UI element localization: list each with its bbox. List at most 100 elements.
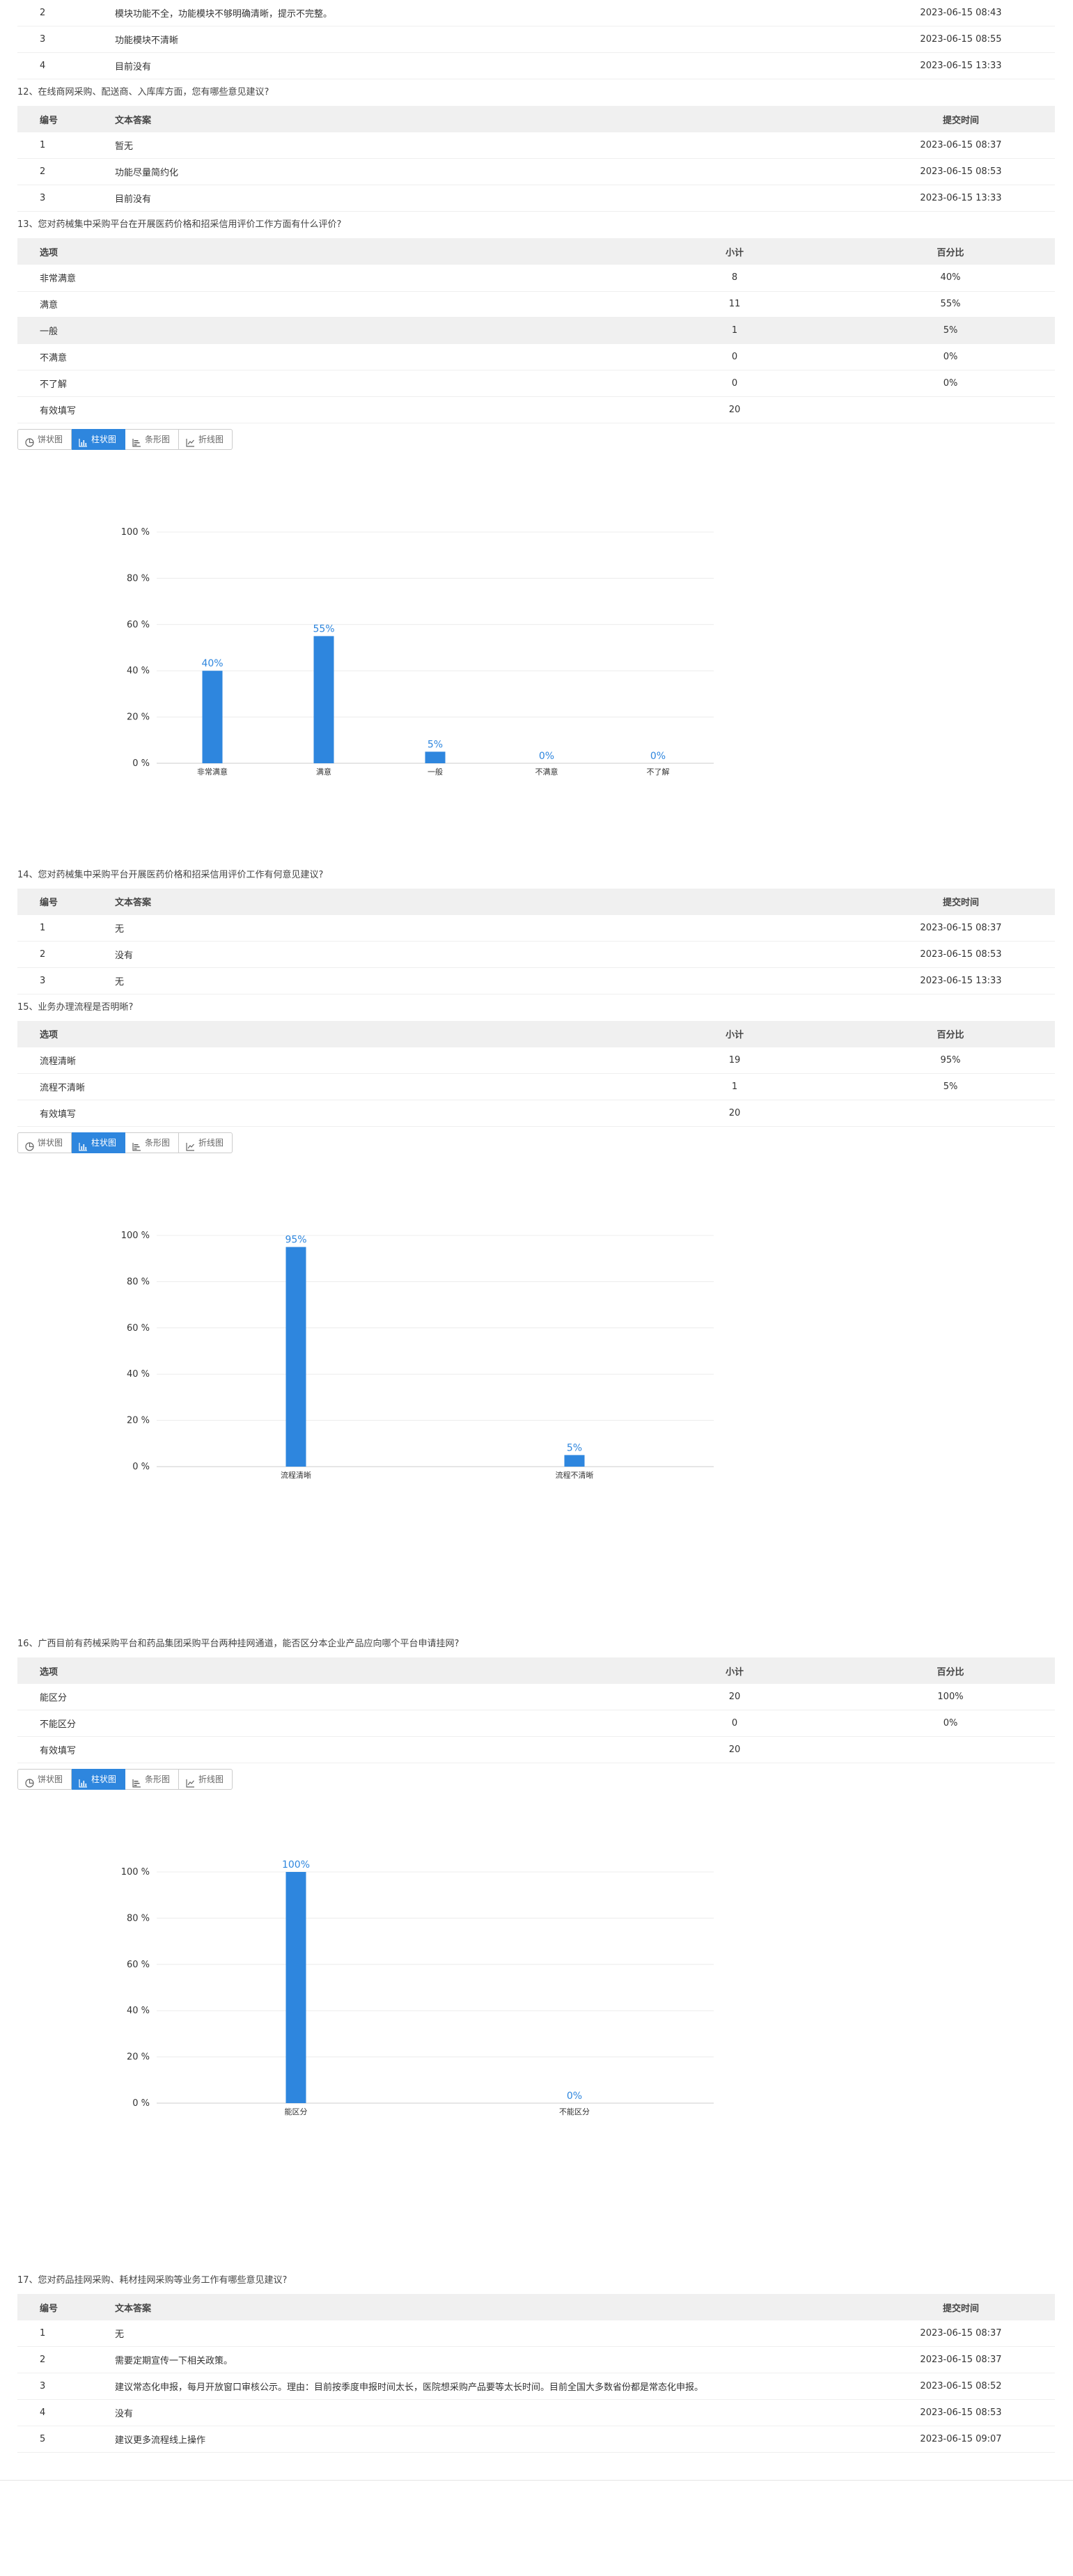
- table-row: 3 建议常态化申报，每月开放窗口审核公示。理由：目前按季度申报时间太长，医院想采…: [17, 2373, 1055, 2401]
- bar-value-label: 100%: [282, 1859, 310, 1871]
- tab-pie-chart[interactable]: 饼状图: [17, 1769, 72, 1790]
- header-count: 小计: [623, 1021, 846, 1047]
- y-tick-label: 20 %: [127, 2052, 150, 2063]
- header-time: 提交时间: [867, 2294, 1055, 2321]
- header-time: 提交时间: [867, 106, 1055, 133]
- line-chart-icon: [186, 1139, 195, 1151]
- table-header-row: 选项 小计 百分比: [17, 238, 1055, 265]
- bar-value-label: 55%: [313, 623, 334, 634]
- category-label: 一般: [428, 767, 443, 776]
- bar: [202, 671, 223, 763]
- y-tick-label: 0 %: [132, 758, 150, 769]
- row-text: 模块功能不全，功能模块不够明确清晰，提示不完整。: [115, 0, 867, 27]
- header-option: 选项: [17, 1021, 623, 1047]
- table-row: 4 目前没有 2023-06-15 13:33: [17, 52, 1055, 80]
- category-label: 满意: [316, 767, 331, 776]
- chart-type-tabs: 饼状图 柱状图 条形图 折线图: [17, 1132, 1055, 1154]
- tab-pie-chart[interactable]: 饼状图: [17, 1132, 72, 1154]
- bar-value-label: 0%: [539, 751, 554, 762]
- y-tick-label: 20 %: [127, 1416, 150, 1426]
- table-row: 3 目前没有 2023-06-15 13:33: [17, 185, 1055, 212]
- row-time: 2023-06-15 08:37: [867, 2346, 1055, 2374]
- table-row: 5 建议更多流程线上操作 2023-06-15 09:07: [17, 2426, 1055, 2453]
- tab-label: 条形图: [145, 434, 171, 444]
- line-chart-icon: [186, 435, 195, 448]
- row-index: 4: [17, 52, 115, 80]
- y-tick-label: 100 %: [121, 1867, 150, 1878]
- row-option: 能区分: [17, 1683, 623, 1711]
- y-tick-label: 60 %: [127, 620, 150, 630]
- valid-count: 20: [623, 1100, 846, 1127]
- q13-choice-table: 选项 小计 百分比 非常满意 8 40% 满意 11 55% 一般 1 5%: [17, 238, 1055, 423]
- tab-pie-chart[interactable]: 饼状图: [17, 428, 72, 450]
- y-tick-label: 100 %: [121, 527, 150, 538]
- category-label: 不满意: [535, 767, 558, 776]
- table-row: 4 没有 2023-06-15 08:53: [17, 2399, 1055, 2427]
- tab-bar-chart[interactable]: 柱状图: [72, 1132, 126, 1154]
- row-option: 非常满意: [17, 265, 623, 292]
- table-row: 1 无 2023-06-15 08:37: [17, 914, 1055, 942]
- tab-bar-chart[interactable]: 柱状图: [72, 428, 126, 450]
- category-label: 流程不清晰: [556, 1470, 594, 1480]
- question-title: 17、您对药品挂网采购、耗材挂网采购等业务工作有哪些意见建议?: [17, 2275, 288, 2286]
- table-header-row: 选项 小计 百分比: [17, 1021, 1055, 1047]
- chart-type-tabs: 饼状图 柱状图 条形图 折线图: [17, 1769, 1055, 1790]
- tab-line-chart[interactable]: 折线图: [179, 428, 233, 450]
- tab-horizontal-bar-chart[interactable]: 条形图: [125, 1769, 180, 1790]
- bar-value-label: 5%: [567, 1442, 582, 1453]
- row-count: 1: [623, 1073, 846, 1101]
- table-header-row: 编号 文本答案 提交时间: [17, 2294, 1055, 2321]
- bar-value-label: 0%: [650, 751, 666, 762]
- tab-line-chart[interactable]: 折线图: [179, 1132, 233, 1154]
- bar: [313, 636, 334, 763]
- tab-line-chart[interactable]: 折线图: [179, 1769, 233, 1790]
- row-option: 不能区分: [17, 1710, 623, 1738]
- bar-chart-icon: [79, 435, 88, 448]
- row-text: 暂无: [115, 132, 867, 159]
- tab-label: 柱状图: [91, 434, 117, 444]
- table-row: 流程清晰 19 95%: [17, 1047, 1055, 1075]
- tab-label: 折线图: [198, 1774, 224, 1785]
- row-index: 3: [17, 967, 115, 995]
- y-tick-label: 40 %: [127, 2006, 150, 2016]
- bar: [285, 1872, 306, 2104]
- y-tick-label: 40 %: [127, 666, 150, 676]
- row-index: 4: [17, 2399, 115, 2427]
- bar: [564, 1455, 585, 1467]
- header-index: 编号: [17, 2294, 115, 2321]
- tab-label: 条形图: [145, 1138, 171, 1148]
- category-label: 不能区分: [559, 2107, 590, 2116]
- row-index: 2: [17, 2346, 115, 2374]
- valid-label: 有效填写: [17, 1100, 623, 1127]
- tab-label: 折线图: [198, 434, 224, 444]
- table-header-row: 编号 文本答案 提交时间: [17, 106, 1055, 133]
- valid-empty: [846, 1100, 1055, 1127]
- row-time: 2023-06-15 08:37: [867, 132, 1055, 159]
- bar-chart-icon: [79, 1775, 88, 1788]
- bar-value-label: 95%: [285, 1235, 306, 1246]
- bar-chart-svg: 0 % 20 % 40 % 60 % 80 % 100 % 95% 流程清晰 5% 流程不清晰: [121, 1231, 714, 1480]
- tab-horizontal-bar-chart[interactable]: 条形图: [125, 1132, 180, 1154]
- table-row: 3 无 2023-06-15 13:33: [17, 967, 1055, 995]
- tab-bar-chart[interactable]: 柱状图: [72, 1769, 126, 1790]
- tab-horizontal-bar-chart[interactable]: 条形图: [125, 428, 180, 450]
- row-count: 1: [623, 317, 846, 345]
- table-row: 1 暂无 2023-06-15 08:37: [17, 132, 1055, 159]
- header-text: 文本答案: [115, 888, 867, 915]
- row-option: 满意: [17, 291, 623, 318]
- row-time: 2023-06-15 08:53: [867, 941, 1055, 969]
- category-label: 能区分: [285, 2107, 308, 2116]
- y-tick-label: 60 %: [127, 1323, 150, 1334]
- header-time: 提交时间: [867, 888, 1055, 915]
- tab-label: 饼状图: [38, 1774, 63, 1785]
- y-tick-label: 60 %: [127, 1960, 150, 1970]
- category-label: 流程清晰: [281, 1470, 311, 1480]
- pie-chart-icon: [25, 1775, 34, 1788]
- row-percent: 95%: [846, 1047, 1055, 1075]
- table-row: 满意 11 55%: [17, 291, 1055, 318]
- row-text: 目前没有: [115, 52, 867, 80]
- table-row: 不了解 0 0%: [17, 370, 1055, 398]
- valid-count: 20: [623, 1736, 846, 1764]
- header-index: 编号: [17, 106, 115, 133]
- bar-value-label: 5%: [428, 739, 443, 750]
